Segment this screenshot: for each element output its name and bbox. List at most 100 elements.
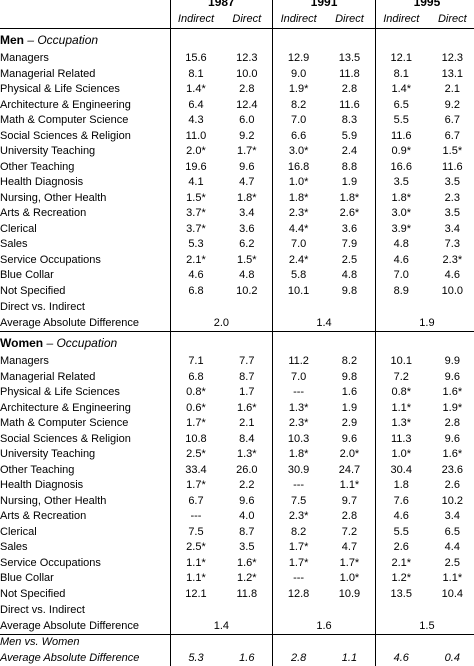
row-label: Managers bbox=[0, 51, 170, 67]
value-cell: 2.8 bbox=[221, 82, 272, 98]
value-cell: 4.6 bbox=[375, 509, 426, 525]
row-label: Architecture & Engineering bbox=[0, 98, 170, 114]
empty-cell bbox=[324, 29, 375, 52]
value-cell: 24.7 bbox=[324, 463, 375, 479]
value-cell: 6.8 bbox=[170, 284, 221, 300]
value-cell: 8.7 bbox=[221, 525, 272, 541]
value-cell: 1.8 bbox=[375, 478, 426, 494]
value-cell: 2.5* bbox=[170, 447, 221, 463]
value-cell: 7.5 bbox=[273, 494, 324, 510]
empty-cell bbox=[427, 332, 474, 355]
empty-cell bbox=[375, 602, 426, 618]
value-cell: 12.1 bbox=[170, 587, 221, 603]
value-cell: 11.6 bbox=[375, 129, 426, 145]
value-cell: 10.4 bbox=[427, 587, 474, 603]
value-cell: 7.5 bbox=[170, 525, 221, 541]
value-cell: --- bbox=[273, 571, 324, 587]
value-cell: 9.9 bbox=[427, 354, 474, 370]
value-cell: 4.6 bbox=[427, 268, 474, 284]
value-cell: 2.1 bbox=[427, 82, 474, 98]
value-cell: 13.5 bbox=[375, 587, 426, 603]
value-cell: 3.4 bbox=[427, 222, 474, 238]
value-cell: 1.1* bbox=[324, 478, 375, 494]
empty-cell bbox=[221, 332, 272, 355]
value-cell: 7.1 bbox=[170, 354, 221, 370]
row-label: Physical & Life Sciences bbox=[0, 82, 170, 98]
value-cell: 1.7 bbox=[221, 385, 272, 401]
value-cell: 0.8* bbox=[375, 385, 426, 401]
row-label: Math & Computer Science bbox=[0, 416, 170, 432]
row-label: Managerial Related bbox=[0, 67, 170, 83]
value-cell: 1.3* bbox=[375, 416, 426, 432]
value-cell: 1.2* bbox=[375, 571, 426, 587]
men-section-title-row: Men – Occupation bbox=[0, 29, 474, 52]
row-label: Blue Collar bbox=[0, 571, 170, 587]
value-cell: 7.0 bbox=[273, 237, 324, 253]
value-cell: 9.8 bbox=[324, 284, 375, 300]
value-cell: 10.8 bbox=[170, 432, 221, 448]
value-cell: 3.5 bbox=[375, 175, 426, 191]
value-cell: 5.3 bbox=[170, 651, 221, 666]
row-label: Service Occupations bbox=[0, 556, 170, 572]
women-section-title-row: Women – Occupation bbox=[0, 332, 474, 355]
final-label: Men vs. Women bbox=[0, 635, 170, 651]
empty-cell bbox=[324, 332, 375, 355]
value-cell: 1.3* bbox=[273, 401, 324, 417]
avg-label-row: Direct vs. Indirect bbox=[0, 299, 474, 315]
empty-cell bbox=[273, 29, 324, 52]
value-cell: 8.2 bbox=[324, 354, 375, 370]
row-label: Health Diagnosis bbox=[0, 175, 170, 191]
value-cell: 2.0* bbox=[170, 144, 221, 160]
value-cell: 2.0* bbox=[324, 447, 375, 463]
value-cell: 3.6 bbox=[221, 222, 272, 238]
value-cell: 2.1* bbox=[170, 253, 221, 269]
value-cell: 4.8 bbox=[221, 268, 272, 284]
value-cell: 1.8* bbox=[273, 191, 324, 207]
value-cell: 16.6 bbox=[375, 160, 426, 176]
value-cell: --- bbox=[170, 509, 221, 525]
value-cell: 6.5 bbox=[427, 525, 474, 541]
empty-cell bbox=[170, 602, 221, 618]
men-section-title: Men – Occupation bbox=[0, 29, 170, 52]
value-cell: 1.4* bbox=[170, 82, 221, 98]
row-label: Other Teaching bbox=[0, 463, 170, 479]
final-label-row: Men vs. Women bbox=[0, 635, 474, 651]
year-1991: 1991 bbox=[273, 0, 376, 11]
value-cell: 2.6 bbox=[427, 478, 474, 494]
empty-cell bbox=[221, 635, 272, 651]
value-cell: 13.1 bbox=[427, 67, 474, 83]
value-cell: 1.5* bbox=[221, 253, 272, 269]
avg-label: Average Absolute Difference bbox=[0, 618, 170, 635]
value-cell: 2.8 bbox=[427, 416, 474, 432]
value-cell: 7.0 bbox=[273, 370, 324, 386]
value-cell: 1.9* bbox=[273, 82, 324, 98]
avg-label: Direct vs. Indirect bbox=[0, 602, 170, 618]
value-cell: 3.6 bbox=[324, 222, 375, 238]
subheader-indirect: Indirect bbox=[273, 11, 324, 29]
value-cell: 23.6 bbox=[427, 463, 474, 479]
value-cell: 4.4 bbox=[427, 540, 474, 556]
value-cell: 1.9 bbox=[324, 175, 375, 191]
row-label: Other Teaching bbox=[0, 160, 170, 176]
value-cell: 12.3 bbox=[427, 51, 474, 67]
value-cell: 2.5 bbox=[427, 556, 474, 572]
empty-cell bbox=[324, 602, 375, 618]
women-title-bold: Women bbox=[0, 336, 43, 350]
value-cell: 15.6 bbox=[170, 51, 221, 67]
value-cell: 8.7 bbox=[221, 370, 272, 386]
row-label: Clerical bbox=[0, 222, 170, 238]
row-label: Sales bbox=[0, 237, 170, 253]
row-label: Social Sciences & Religion bbox=[0, 432, 170, 448]
row-label: Architecture & Engineering bbox=[0, 401, 170, 417]
value-cell: 12.9 bbox=[273, 51, 324, 67]
value-cell: --- bbox=[273, 385, 324, 401]
